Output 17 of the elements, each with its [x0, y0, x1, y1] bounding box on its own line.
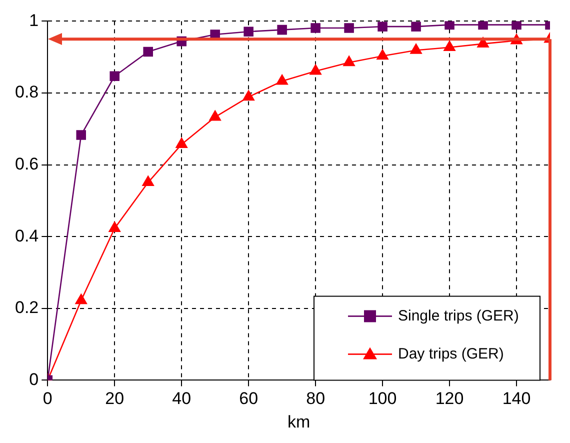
x-tick-label: 100: [368, 389, 397, 408]
y-tick-label: 0: [29, 370, 39, 389]
y-tick-label: 0.2: [14, 298, 39, 318]
x-tick-label: 60: [239, 389, 258, 408]
x-tick-label: 80: [306, 389, 326, 408]
y-tick-label: 0.6: [14, 154, 39, 174]
x-tick-label: 40: [172, 389, 192, 408]
y-tick-label: 0.8: [14, 82, 39, 102]
x-axis-title: km: [287, 412, 310, 432]
x-tick-label: 120: [435, 389, 464, 408]
legend-label: Single trips (GER): [398, 307, 519, 324]
x-tick-label: 140: [502, 389, 531, 408]
y-tick-label: 1: [29, 10, 39, 30]
y-tick-label: 0.4: [14, 226, 39, 246]
x-tick-label: 0: [42, 389, 52, 408]
legend-label: Day trips (GER): [398, 345, 504, 362]
x-tick-label: 20: [105, 389, 124, 408]
